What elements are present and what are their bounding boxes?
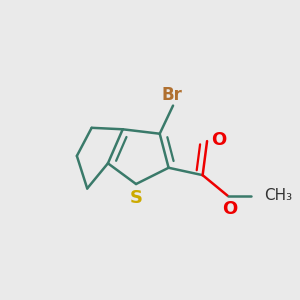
Text: CH₃: CH₃ — [264, 188, 292, 203]
Text: O: O — [222, 200, 237, 217]
Text: S: S — [130, 189, 142, 207]
Text: O: O — [211, 130, 226, 148]
Text: Br: Br — [161, 86, 182, 104]
